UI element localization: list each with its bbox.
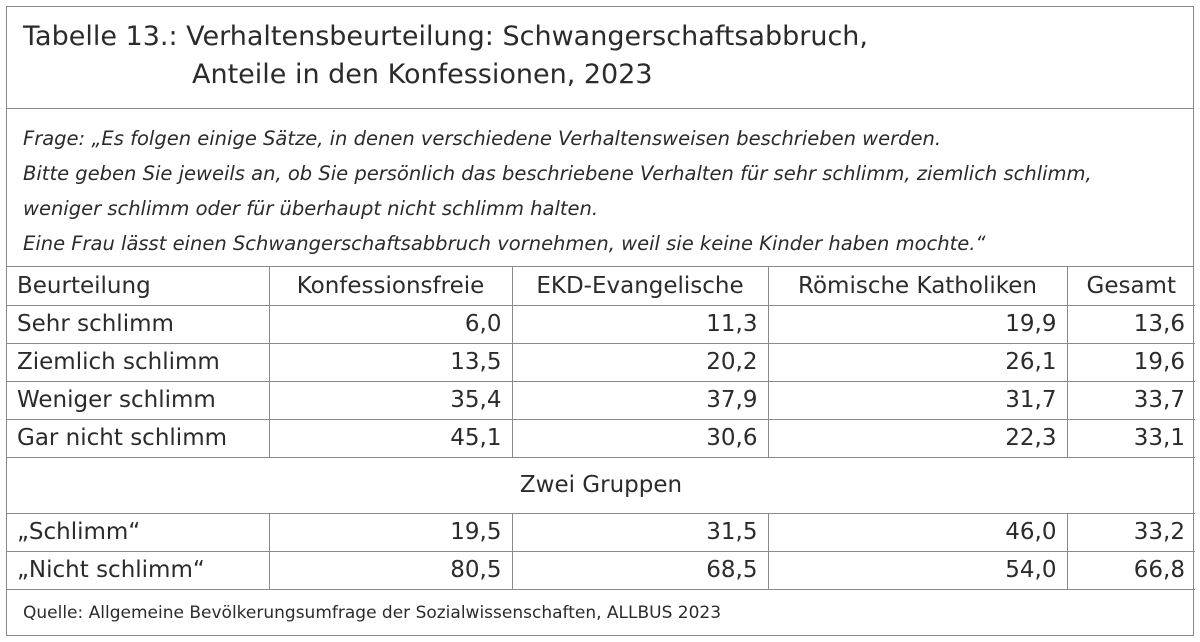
title-block: Tabelle 13.: Verhaltensbeurteilung: Schw… [7, 7, 1193, 109]
group-header-row: Zwei Gruppen [7, 456, 1195, 514]
column-header: Beurteilung [7, 267, 270, 306]
table-subtitle: Anteile in den Konfessionen, 2023 [192, 59, 653, 90]
table-cell: 33,2 [1066, 512, 1195, 552]
table-cell: 19,5 [268, 512, 513, 552]
header-row: Beurteilung Konfessionsfreie EKD-Evangel… [7, 267, 1195, 306]
table-cell: 45,1 [268, 418, 513, 458]
row-label: Weniger schlimm [7, 380, 270, 420]
table-cell: 33,1 [1066, 418, 1195, 458]
table-cell: 6,0 [268, 304, 513, 344]
table-cell: 31,7 [767, 380, 1068, 420]
table-row: Sehr schlimm 6,0 11,3 19,9 13,6 [7, 304, 1195, 344]
table-cell: 68,5 [511, 550, 769, 590]
column-header: Römische Katholiken [767, 267, 1068, 306]
column-header: Konfessionsfreie [268, 267, 513, 306]
question-line: weniger schlimm oder für überhaupt nicht… [23, 197, 599, 220]
table-row: Gar nicht schlimm 45,1 30,6 22,3 33,1 [7, 418, 1195, 458]
table-cell: 30,6 [511, 418, 769, 458]
question-line: Bitte geben Sie jeweils an, ob Sie persö… [23, 162, 1092, 185]
question-line: Frage: „Es folgen einige Sätze, in denen… [23, 127, 942, 150]
row-label: Ziemlich schlimm [7, 342, 270, 382]
column-header: EKD-Evangelische [511, 267, 769, 306]
table-cell: 54,0 [767, 550, 1068, 590]
column-header: Gesamt [1066, 267, 1195, 306]
source-note: Quelle: Allgemeine Bevölkerungsumfrage d… [23, 603, 722, 623]
table-cell: 22,3 [767, 418, 1068, 458]
table-row: Weniger schlimm 35,4 37,9 31,7 33,7 [7, 380, 1195, 420]
table-cell: 19,6 [1066, 342, 1195, 382]
table-cell: 37,9 [511, 380, 769, 420]
table-cell: 80,5 [268, 550, 513, 590]
table-cell: 11,3 [511, 304, 769, 344]
group-label: Zwei Gruppen [7, 456, 1195, 514]
row-label: „Nicht schlimm“ [7, 550, 270, 590]
table-cell: 46,0 [767, 512, 1068, 552]
table-cell: 31,5 [511, 512, 769, 552]
table-row: Ziemlich schlimm 13,5 20,2 26,1 19,6 [7, 342, 1195, 382]
table-cell: 19,9 [767, 304, 1068, 344]
table-cell: 20,2 [511, 342, 769, 382]
table-cell: 35,4 [268, 380, 513, 420]
table-cell: 13,6 [1066, 304, 1195, 344]
table-cell: 13,5 [268, 342, 513, 382]
table-title: Tabelle 13.: Verhaltensbeurteilung: Schw… [23, 21, 869, 52]
table-cell: 66,8 [1066, 550, 1195, 590]
table-row: „Schlimm“ 19,5 31,5 46,0 33,2 [7, 512, 1195, 552]
row-label: Sehr schlimm [7, 304, 270, 344]
question-line: Eine Frau lässt einen Schwangerschaftsab… [23, 232, 986, 255]
data-table: Beurteilung Konfessionsfreie EKD-Evangel… [7, 267, 1195, 590]
row-label: Gar nicht schlimm [7, 418, 270, 458]
row-label: „Schlimm“ [7, 512, 270, 552]
table-frame: Tabelle 13.: Verhaltensbeurteilung: Schw… [6, 6, 1195, 636]
table-cell: 26,1 [767, 342, 1068, 382]
table-row: „Nicht schlimm“ 80,5 68,5 54,0 66,8 [7, 550, 1195, 590]
table-cell: 33,7 [1066, 380, 1195, 420]
question-text: Frage: „Es folgen einige Sätze, in denen… [7, 109, 1193, 267]
